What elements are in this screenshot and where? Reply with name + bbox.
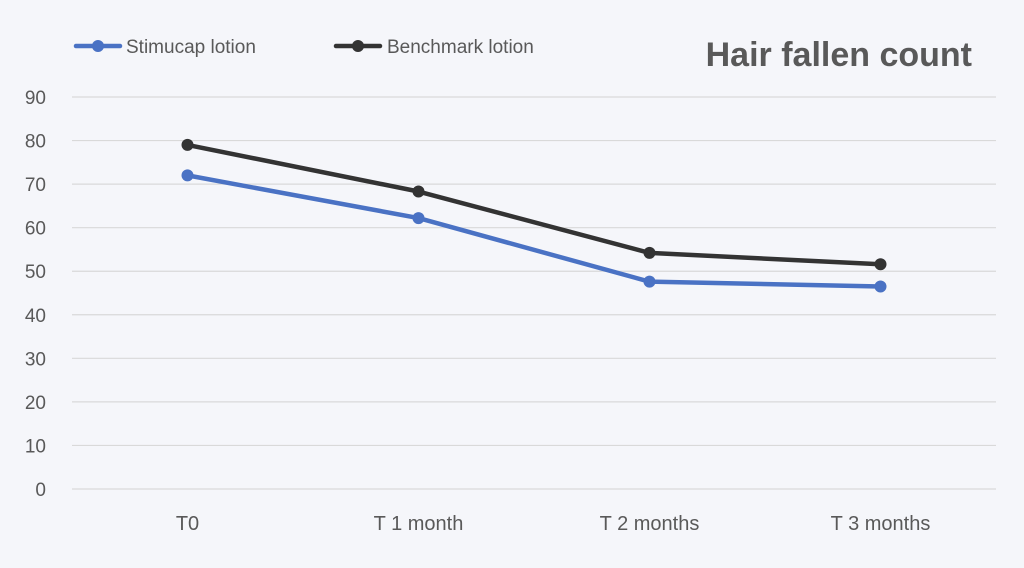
y-tick-label: 30 — [25, 349, 46, 370]
series-line-stimucap — [185, 173, 883, 289]
data-point-benchmark — [874, 258, 887, 271]
series-line-benchmark — [185, 142, 883, 267]
legend-item-stimucap: Stimucap lotion — [73, 37, 256, 58]
y-tick-label: 40 — [25, 306, 46, 327]
y-tick-label: 80 — [25, 132, 46, 153]
legend: Stimucap lotion Benchmark lotion — [73, 37, 534, 58]
legend-swatch-marker — [352, 40, 364, 52]
data-point-stimucap — [643, 275, 656, 288]
legend-item-benchmark: Benchmark lotion — [333, 37, 534, 58]
chart-title: Hair fallen count — [706, 36, 972, 74]
x-category-label: T0 — [176, 513, 199, 535]
gridlines — [72, 96, 996, 490]
legend-label: Benchmark lotion — [387, 37, 534, 58]
data-point-stimucap — [412, 212, 425, 225]
y-axis-tick-labels: 0 10 20 30 40 50 60 70 80 90 — [25, 88, 46, 501]
y-tick-label: 90 — [25, 88, 46, 109]
x-category-label: T 2 months — [600, 513, 700, 535]
y-tick-label: 70 — [25, 175, 46, 196]
data-point-benchmark — [181, 138, 194, 151]
y-tick-label: 60 — [25, 219, 46, 240]
data-point-benchmark — [412, 185, 425, 198]
legend-label: Stimucap lotion — [126, 37, 256, 58]
series-lines — [181, 138, 887, 293]
x-category-label: T 3 months — [831, 513, 931, 535]
legend-swatch-marker — [92, 40, 104, 52]
y-tick-label: 10 — [25, 436, 46, 457]
data-point-stimucap — [181, 169, 194, 182]
data-point-benchmark — [643, 246, 656, 259]
y-tick-label: 20 — [25, 393, 46, 414]
data-point-stimucap — [874, 280, 887, 293]
y-tick-label: 50 — [25, 262, 46, 283]
x-category-label: T 1 month — [374, 513, 464, 535]
x-axis-category-labels: T0 T 1 month T 2 months T 3 months — [176, 513, 931, 535]
y-tick-label: 0 — [35, 480, 46, 501]
